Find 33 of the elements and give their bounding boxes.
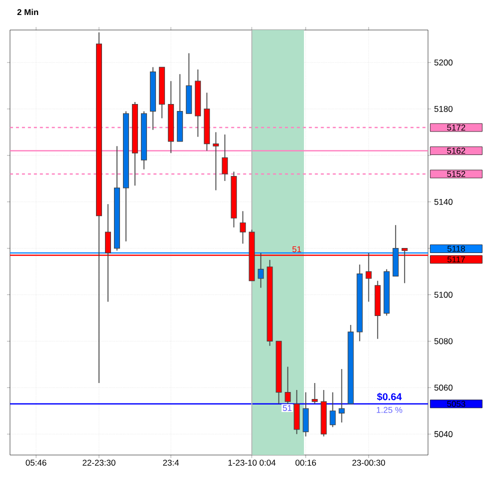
candlestick bbox=[240, 210, 246, 244]
x-tick-label: 00:16 bbox=[295, 460, 316, 466]
x-tick-label: 23-00:30 bbox=[352, 460, 386, 466]
x-tick-label: 1-23-10 0:04 bbox=[228, 460, 276, 466]
y-tick-label: 5080 bbox=[434, 338, 453, 344]
candlestick bbox=[302, 392, 309, 437]
annotation: $0.64 bbox=[377, 392, 402, 401]
y-tick-label: 5040 bbox=[434, 431, 453, 438]
ref-line-label: 5172 bbox=[447, 124, 466, 131]
ref-line-label: 5117 bbox=[447, 256, 465, 262]
y-tick-label: 5180 bbox=[434, 106, 453, 112]
annotation: 51 bbox=[282, 405, 292, 412]
y-tick-label: 5060 bbox=[434, 384, 453, 391]
candlestick bbox=[284, 366, 291, 404]
candlestick bbox=[330, 392, 336, 428]
candlestick bbox=[258, 252, 264, 288]
candlestick bbox=[312, 382, 318, 404]
y-tick-label: 5100 bbox=[434, 292, 453, 298]
annotation: 51 bbox=[292, 246, 302, 252]
x-tick-label: 05:46 bbox=[26, 460, 46, 466]
ref-line-label: 5118 bbox=[447, 246, 465, 252]
annotation: 1.25 % bbox=[376, 406, 402, 413]
ref-line-label: 5162 bbox=[447, 148, 466, 154]
ref-line-label: 5152 bbox=[447, 170, 466, 177]
ref-line-label: 5053 bbox=[447, 400, 466, 407]
candlestick bbox=[222, 134, 228, 182]
candlestick bbox=[212, 132, 219, 191]
y-tick-label: 5140 bbox=[434, 198, 453, 205]
y-tick-label: 5200 bbox=[434, 60, 453, 66]
x-tick-label: 22-23:30 bbox=[82, 460, 116, 466]
chart-title: 2 Min bbox=[17, 8, 38, 16]
x-tick-label: 23:4 bbox=[163, 460, 179, 466]
candlestick bbox=[338, 368, 345, 423]
